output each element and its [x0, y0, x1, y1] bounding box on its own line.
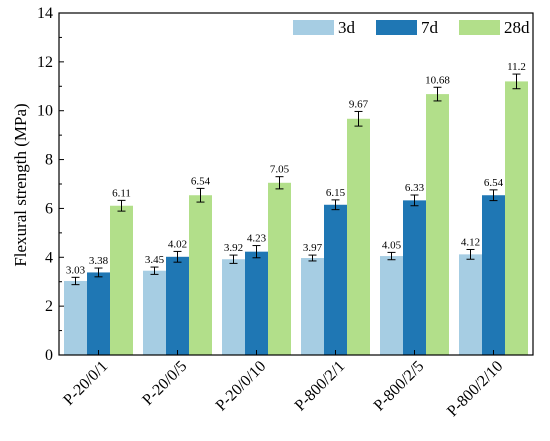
bar: [426, 94, 449, 356]
bar: [245, 251, 268, 355]
legend-swatch: [376, 20, 417, 35]
bar: [222, 259, 245, 355]
data-label: 6.15: [326, 187, 346, 199]
data-label: 4.05: [382, 239, 402, 251]
data-label: 3.03: [66, 264, 86, 276]
y-tick-label: 12: [37, 54, 53, 71]
data-label: 4.12: [461, 236, 480, 248]
bar: [324, 204, 347, 355]
y-tick-label: 2: [45, 298, 53, 315]
data-label: 4.23: [247, 233, 267, 245]
data-label: 3.45: [145, 254, 165, 266]
x-tick-label: P-800/2/1: [292, 358, 349, 415]
bar: [505, 81, 528, 356]
data-label: 4.02: [168, 238, 187, 250]
bar: [482, 195, 505, 355]
y-tick-label: 4: [45, 249, 53, 266]
data-label: 7.05: [270, 164, 290, 176]
legend-swatch: [293, 20, 334, 35]
y-tick-label: 8: [45, 152, 53, 169]
data-label: 3.97: [303, 242, 323, 254]
x-tick-label: P-20/0/1: [60, 358, 111, 409]
x-tick-label: P-800/2/10: [444, 358, 506, 420]
bar: [403, 200, 426, 355]
bar: [87, 272, 110, 355]
x-tick-label: P-20/0/5: [139, 358, 190, 409]
bar: [301, 258, 324, 355]
data-label: 6.11: [112, 187, 131, 199]
bar: [189, 195, 212, 355]
y-tick-label: 10: [37, 103, 53, 120]
y-tick-label: 6: [45, 200, 53, 217]
data-label: 6.54: [484, 177, 504, 189]
x-tick-label: P-20/0/10: [213, 358, 270, 415]
y-tick-label: 14: [37, 5, 53, 22]
x-tick-label: P-800/2/5: [371, 358, 428, 415]
bar: [110, 205, 133, 355]
y-tick-label: 0: [45, 347, 53, 364]
y-axis-title: Flexural strength (MPa): [11, 103, 30, 266]
bar: [347, 118, 370, 355]
legend-label: 3d: [338, 18, 356, 37]
bar: [64, 280, 87, 355]
legend-swatch: [459, 20, 500, 35]
legend-label: 7d: [421, 18, 439, 37]
data-label: 10.68: [425, 74, 450, 86]
data-label: 9.67: [349, 98, 369, 110]
data-label: 11.2: [507, 61, 526, 73]
data-label: 3.38: [89, 255, 109, 267]
data-label: 6.54: [191, 175, 211, 187]
legend-label: 28d: [504, 18, 530, 37]
bar: [380, 256, 403, 355]
bar: [459, 254, 482, 355]
data-label: 3.92: [224, 242, 243, 254]
data-label: 6.33: [405, 182, 425, 194]
bar: [143, 270, 166, 355]
bar: [166, 256, 189, 355]
bar: [268, 182, 291, 355]
